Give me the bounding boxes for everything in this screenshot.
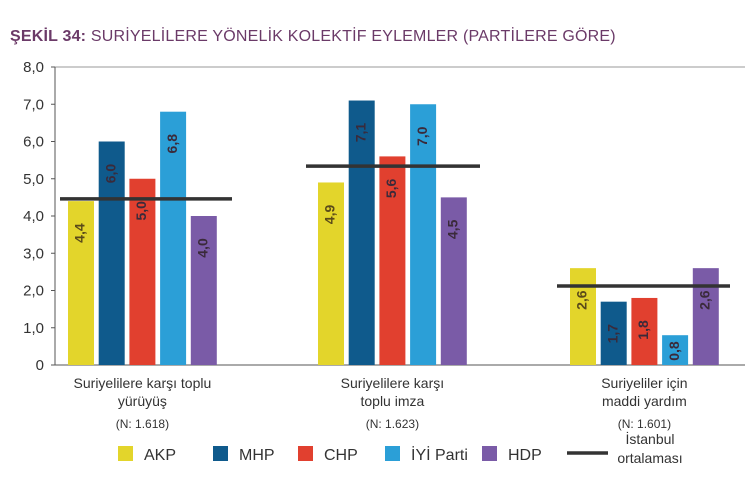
bar-akp [570,268,596,365]
y-tick-label: 1,0 [23,320,44,337]
data-label: 6,8 [164,134,180,154]
legend-swatch [482,446,497,461]
x-category-label: Suriyelilere karşı toplu [74,375,212,391]
bar-i̇yi̇-parti [662,335,689,365]
data-label: 5,0 [133,201,149,221]
y-tick-label: 4,0 [23,208,44,225]
data-label: 2,6 [697,290,713,310]
y-tick-label: 6,0 [23,134,44,151]
legend-swatch [118,446,133,461]
figure-number: ŞEKİL 34: [10,28,87,45]
x-category-label: toplu imza [360,393,424,409]
legend-swatch [298,446,313,461]
y-tick-label: 2,0 [23,283,44,300]
sample-size-label: (N: 1.601) [618,417,671,431]
bar-mhp [600,301,627,365]
data-label: 0,8 [666,341,682,361]
legend-label: HDP [508,447,542,464]
bar-hdp [440,197,467,365]
bar-mhp [348,100,375,366]
data-label: 7,0 [414,126,430,146]
data-label: 1,7 [604,324,620,344]
bar-i̇yi̇-parti [160,111,187,365]
x-category-label: Suriyeliler için [601,375,687,391]
bar-chp [129,178,156,365]
data-label: 4,9 [322,205,338,225]
y-tick-label: 7,0 [23,96,44,113]
y-tick-label: 0 [36,357,44,374]
legend-label: İYİ Parti [411,445,468,464]
sample-size-label: (N: 1.618) [116,417,169,431]
bar-hdp [692,268,719,365]
x-category-label: Suriyelilere karşı [341,375,444,391]
data-label: 1,8 [635,320,651,340]
data-label: 5,6 [383,178,399,198]
bar-akp [318,182,344,365]
bar-chp [631,297,658,365]
legend-swatch [213,446,228,461]
legend-label: AKP [144,447,176,464]
data-label: 2,6 [574,290,590,310]
data-label: 4,0 [195,238,211,258]
legend-label: MHP [239,447,275,464]
x-category-label: maddi yardım [602,393,687,409]
bar-chp [379,156,406,365]
bar-mhp [98,141,125,365]
y-tick-label: 5,0 [23,171,44,188]
data-label: 4,5 [445,219,461,239]
data-label: 4,4 [72,223,88,243]
x-category-label: yürüyüş [118,393,167,409]
y-tick-label: 8,0 [23,59,44,76]
bar-akp [68,201,94,365]
legend-label: ortalaması [617,450,682,466]
legend-swatch [385,446,400,461]
chart-title: ŞEKİL 34: SURİYELİLERE YÖNELİK KOLEKTİF … [10,28,616,46]
bar-hdp [190,216,217,365]
legend-label: CHP [324,447,358,464]
figure-title: SURİYELİLERE YÖNELİK KOLEKTİF EYLEMLER (… [90,28,616,45]
data-label: 7,1 [352,123,368,143]
data-label: 6,0 [102,164,118,184]
sample-size-label: (N: 1.623) [366,417,419,431]
legend-label: İstanbul [625,430,674,447]
bar-i̇yi̇-parti [410,104,437,365]
y-tick-label: 3,0 [23,245,44,262]
